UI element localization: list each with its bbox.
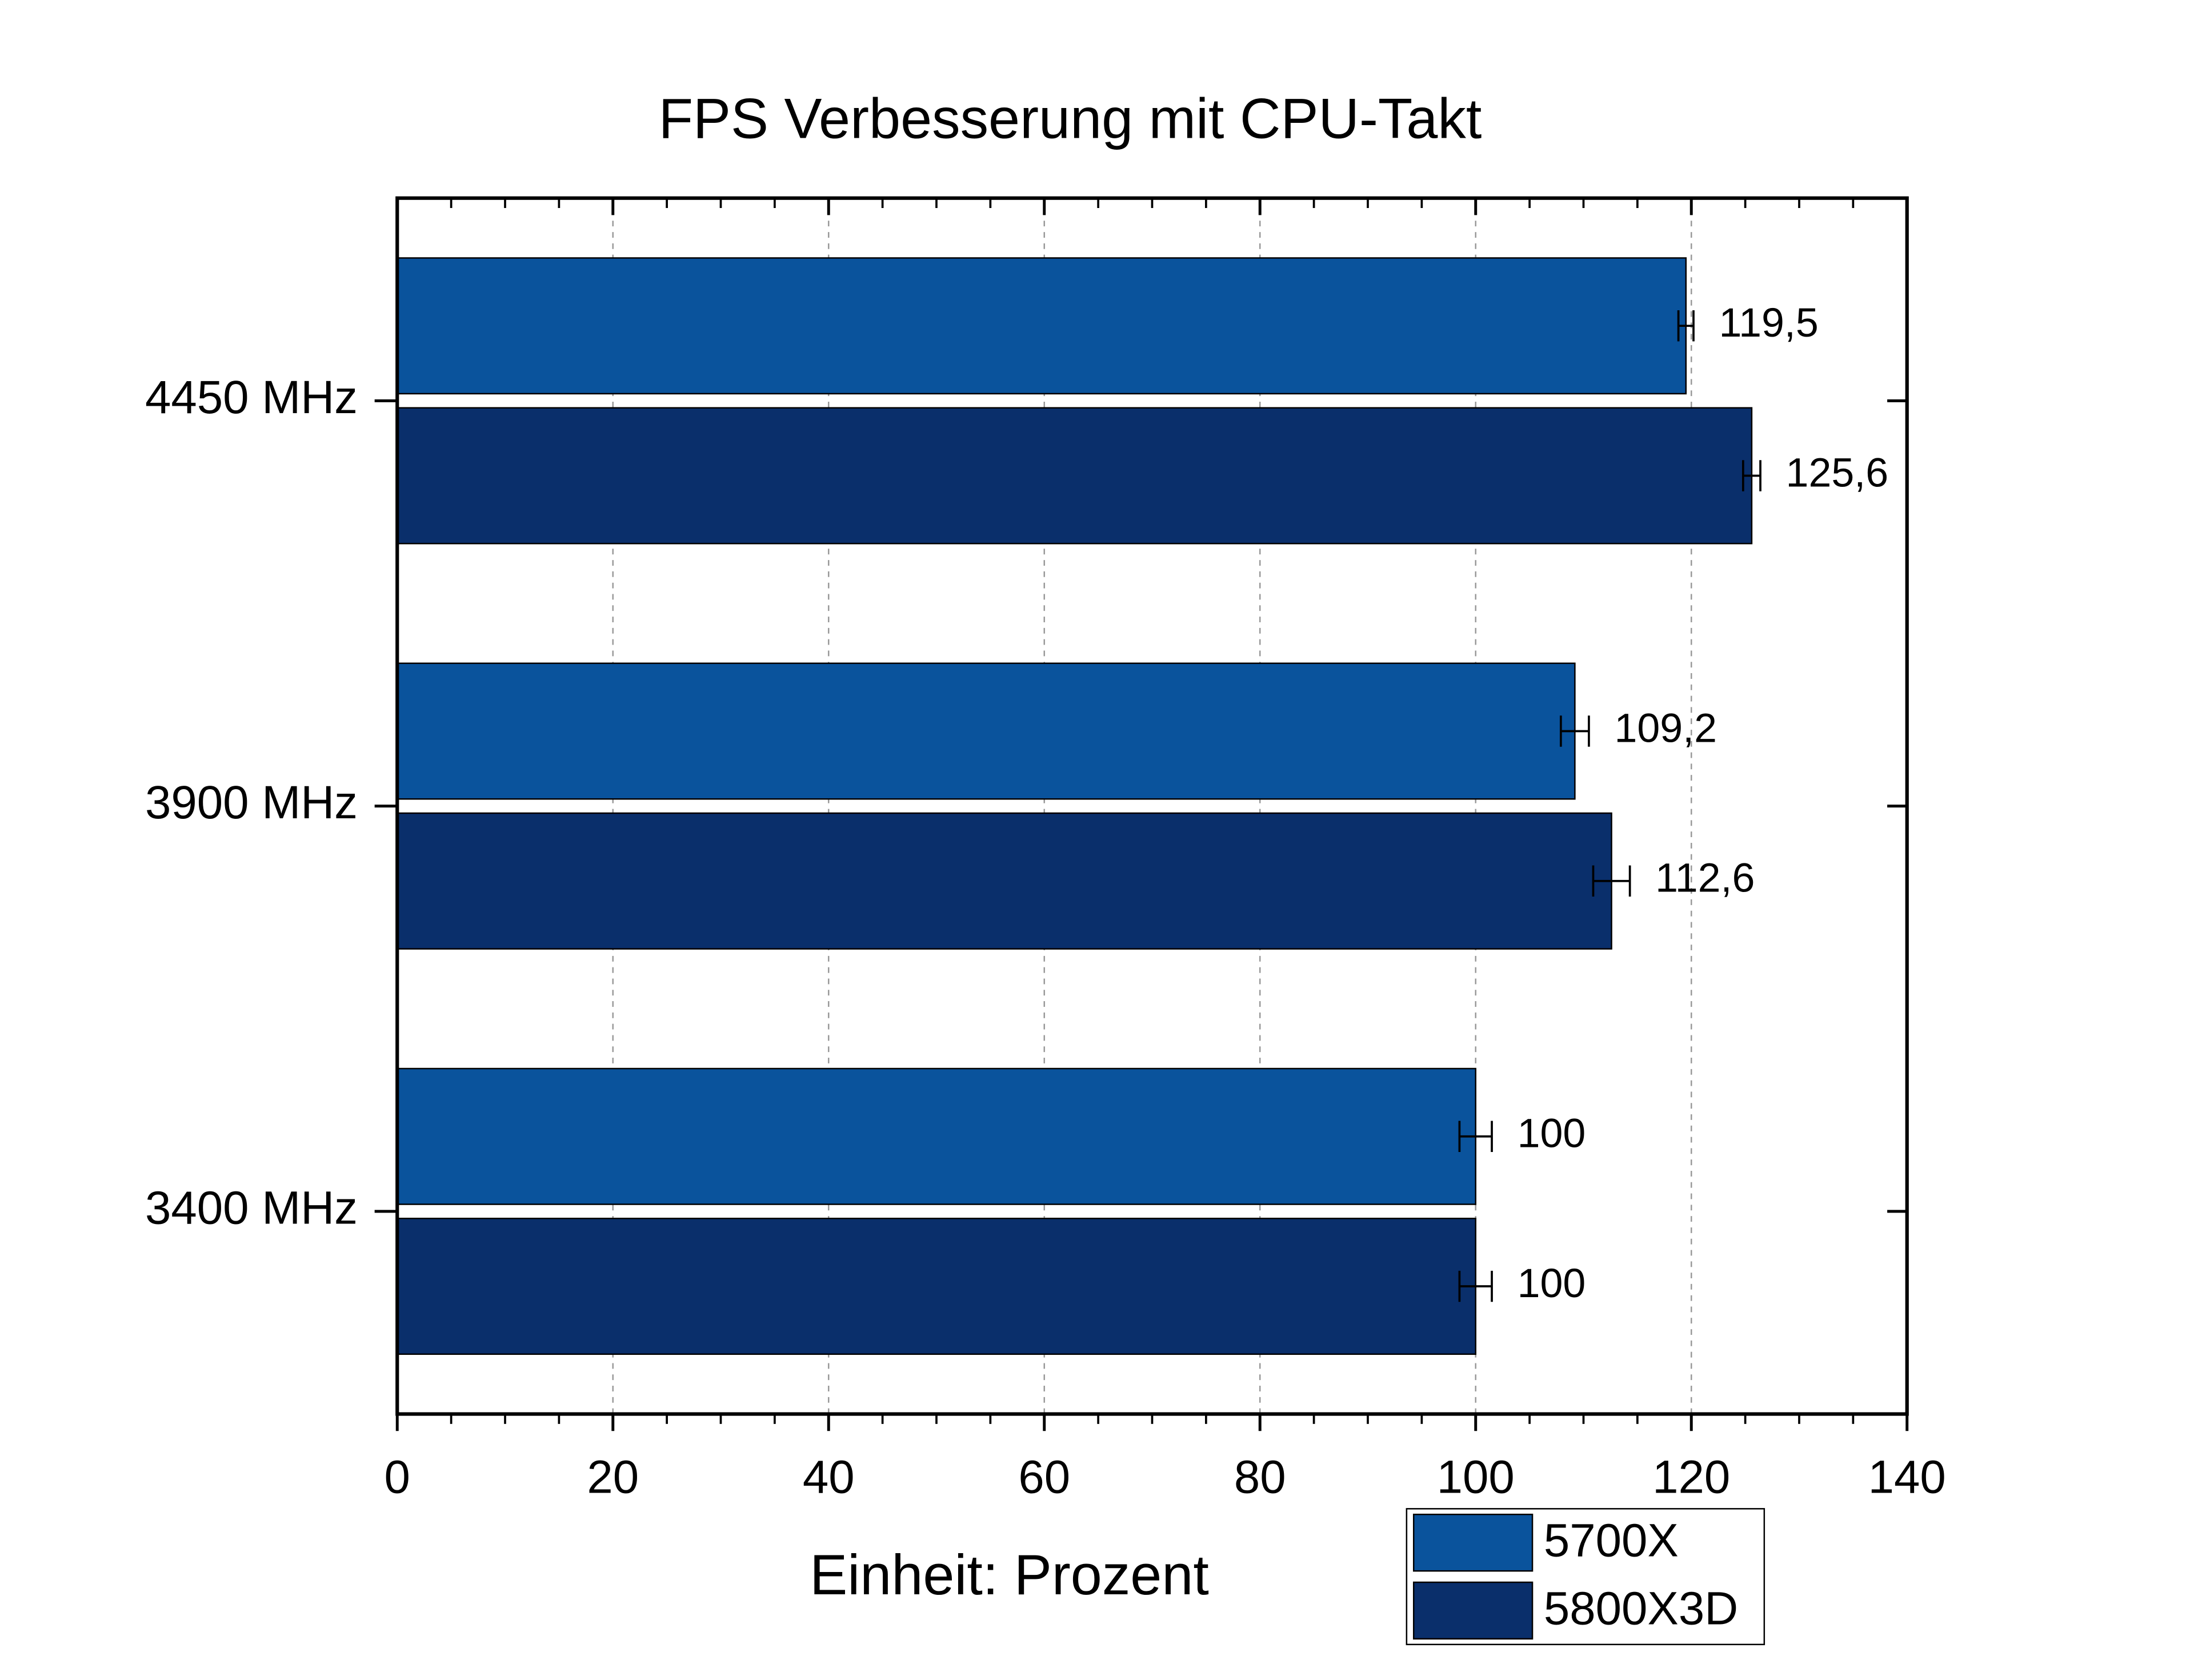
y-tick-label: 4450 MHz bbox=[145, 371, 358, 423]
chart-title: FPS Verbesserung mit CPU-Takt bbox=[659, 87, 1482, 150]
error-bar bbox=[1741, 460, 1761, 491]
plot-frame bbox=[395, 196, 1909, 1416]
y-tick-label: 3400 MHz bbox=[145, 1182, 358, 1234]
error-bar bbox=[1559, 715, 1590, 747]
error-bar bbox=[1677, 310, 1695, 342]
x-tick-label: 40 bbox=[803, 1451, 855, 1503]
x-tick-label: 120 bbox=[1652, 1451, 1730, 1503]
value-label: 125,6 bbox=[1786, 450, 1889, 495]
bar bbox=[397, 1218, 1476, 1355]
x-tick-label: 0 bbox=[385, 1451, 410, 1503]
error-bar bbox=[1592, 865, 1631, 897]
x-tick-label: 100 bbox=[1437, 1451, 1515, 1503]
legend-swatch bbox=[1412, 1513, 1534, 1572]
legend-label: 5800X3D bbox=[1544, 1582, 1738, 1634]
x-tick-label: 140 bbox=[1868, 1451, 1946, 1503]
bar bbox=[397, 812, 1612, 950]
x-tick-label: 80 bbox=[1234, 1451, 1286, 1503]
value-label: 100 bbox=[1518, 1261, 1586, 1306]
x-axis-label: Einheit: Prozent bbox=[810, 1543, 1209, 1606]
y-tick-label: 3900 MHz bbox=[145, 777, 358, 829]
bar bbox=[397, 1067, 1476, 1205]
value-label: 109,2 bbox=[1614, 705, 1717, 751]
bar bbox=[397, 257, 1687, 395]
value-label: 100 bbox=[1518, 1111, 1586, 1157]
error-bar bbox=[1458, 1121, 1493, 1152]
bar bbox=[397, 407, 1753, 545]
bar bbox=[397, 662, 1576, 800]
value-label: 112,6 bbox=[1655, 855, 1755, 901]
legend-swatch bbox=[1412, 1581, 1534, 1640]
x-tick-label: 20 bbox=[587, 1451, 639, 1503]
error-bar bbox=[1458, 1270, 1493, 1302]
x-tick-label: 60 bbox=[1018, 1451, 1070, 1503]
value-label: 119,5 bbox=[1719, 300, 1819, 346]
legend-label: 5700X bbox=[1544, 1515, 1679, 1567]
